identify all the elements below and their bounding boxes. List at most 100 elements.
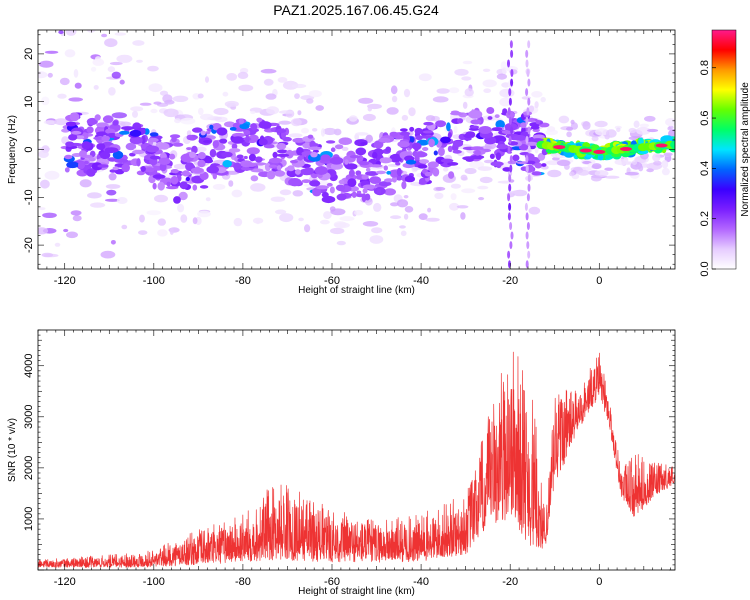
heatmap-blob: [373, 202, 382, 212]
heatmap-blob: [355, 170, 362, 176]
heatmap-blob: [38, 71, 48, 79]
heatmap-blob: [336, 240, 346, 246]
heatmap-blob: [180, 214, 188, 223]
heatmap-blob: [38, 207, 46, 211]
heatmap-blob: [418, 181, 427, 185]
heatmap-blob: [528, 206, 541, 215]
heatmap-blob: [125, 142, 137, 151]
heatmap-blob: [93, 136, 104, 140]
heatmap-blob: [558, 115, 570, 124]
heatmap-blob: [525, 231, 529, 240]
heatmap-blob: [525, 135, 529, 144]
bottom-y-tick-label: 1000: [23, 507, 35, 531]
heatmap-blob: [524, 202, 528, 211]
heatmap-blob: [315, 185, 330, 190]
heatmap-blob: [110, 240, 116, 245]
heatmap-blob: [197, 152, 206, 160]
heatmap-blob: [312, 128, 318, 132]
snr-series-line: [38, 351, 675, 568]
heatmap-blob: [365, 134, 374, 143]
heatmap-blob: [153, 101, 162, 105]
heatmap-blob: [510, 231, 514, 240]
heatmap-blob: [526, 193, 530, 202]
heatmap-blob: [272, 151, 278, 159]
heatmap-blob: [348, 115, 358, 122]
heatmap-blob: [276, 165, 282, 171]
heatmap-blob: [144, 128, 150, 135]
heatmap-blob: [233, 217, 243, 227]
heatmap-blob: [179, 181, 188, 190]
heatmap-blob: [525, 59, 529, 68]
heatmap-blob: [450, 110, 460, 114]
heatmap-blob: [330, 147, 336, 152]
heatmap-blob: [205, 197, 211, 202]
heatmap-blob: [479, 176, 493, 184]
heatmap-blob: [95, 56, 102, 62]
heatmap-blob: [320, 128, 326, 137]
heatmap-blob: [228, 148, 241, 153]
heatmap-blob: [483, 159, 494, 164]
heatmap-blob: [96, 143, 106, 150]
heatmap-blob: [369, 176, 382, 185]
colorbar-label: Normalized spectral amplitude: [740, 82, 750, 217]
heatmap-blob: [449, 166, 461, 170]
heatmap-blob: [348, 169, 355, 177]
heatmap-blob: [365, 167, 371, 172]
heatmap-blob: [446, 122, 451, 132]
heatmap-blob: [66, 231, 78, 239]
heatmap-blob: [508, 183, 512, 192]
heatmap-blob: [274, 209, 287, 215]
heatmap-blob: [525, 88, 529, 97]
colorbar-tick-label: 0.8: [699, 60, 711, 75]
heatmap-blob: [508, 135, 512, 144]
heatmap-blob: [330, 227, 345, 235]
heatmap-blob: [149, 132, 159, 137]
heatmap-blob: [79, 179, 92, 188]
heatmap-blob: [246, 147, 260, 155]
heatmap-blob: [401, 181, 407, 190]
heatmap-blob: [591, 163, 602, 170]
heatmap-blob: [102, 115, 114, 124]
heatmap-blob: [448, 171, 455, 179]
heatmap-blob: [605, 129, 617, 138]
heatmap-blob: [294, 93, 300, 99]
heatmap-blob: [114, 158, 129, 163]
heatmap-blob: [470, 125, 480, 129]
heatmap-blob: [655, 143, 668, 148]
heatmap-blob: [90, 202, 106, 208]
heatmap-blob: [400, 128, 408, 132]
heatmap-blob: [109, 61, 123, 66]
heatmap-blob: [38, 150, 49, 159]
heatmap-blob: [216, 127, 228, 136]
heatmap-blob: [310, 151, 318, 158]
heatmap-blob: [121, 163, 130, 173]
heatmap-blob: [390, 85, 398, 95]
heatmap-blob: [323, 211, 332, 220]
heatmap-blob: [508, 88, 512, 97]
heatmap-blob: [129, 136, 143, 145]
heatmap-blob: [233, 162, 242, 170]
bottom-y-tick-label: 3000: [23, 405, 35, 429]
heatmap-blob: [250, 168, 264, 173]
heatmap-blob: [59, 77, 70, 86]
heatmap-blob: [386, 170, 392, 175]
heatmap-blob: [152, 182, 157, 190]
heatmap-blob: [644, 115, 656, 122]
heatmap-blob: [186, 147, 192, 151]
heatmap-blob: [237, 71, 249, 79]
heatmap-blob: [663, 152, 673, 157]
heatmap-blob: [452, 149, 462, 154]
heatmap-blob: [291, 83, 307, 89]
heatmap-blob: [344, 159, 349, 165]
heatmap-blob: [534, 162, 543, 169]
heatmap-blob: [414, 127, 423, 135]
heatmap-blob: [486, 107, 495, 114]
heatmap-blob: [105, 184, 121, 189]
bottom-plot-frame: [37, 329, 676, 571]
heatmap-blob: [212, 140, 219, 149]
heatmap-blob: [507, 160, 517, 165]
heatmap-blob: [575, 143, 582, 147]
heatmap-blob: [148, 83, 163, 93]
heatmap-blob: [409, 126, 415, 132]
